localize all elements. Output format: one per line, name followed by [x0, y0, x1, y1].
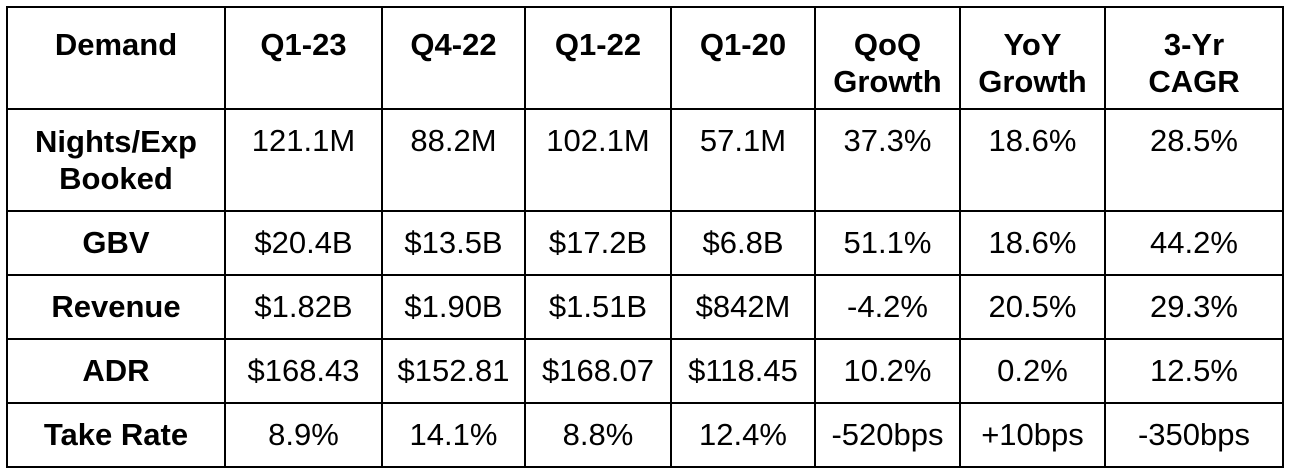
table-cell: $1.51B [524, 274, 672, 340]
table-cell: -520bps [814, 402, 961, 468]
table-container: Demand Q1-23 Q4-22 Q1-22 Q1-20 QoQ Growt… [6, 6, 1284, 468]
table-cell: $17.2B [524, 210, 672, 276]
table-cell: 18.6% [959, 108, 1106, 212]
table-cell: 10.2% [814, 338, 961, 404]
table-cell: 12.5% [1104, 338, 1284, 404]
table-row-nights-exp-booked: Nights/Exp Booked 121.1M 88.2M 102.1M 57… [6, 108, 1284, 212]
row-label-revenue: Revenue [6, 274, 226, 340]
table-cell: 102.1M [524, 108, 672, 212]
header-q1-23: Q1-23 [224, 6, 383, 110]
header-q4-22: Q4-22 [381, 6, 526, 110]
header-q1-20: Q1-20 [670, 6, 816, 110]
table-cell: 29.3% [1104, 274, 1284, 340]
table-cell: $168.07 [524, 338, 672, 404]
header-yoy-growth-line1: YoY [1003, 27, 1062, 62]
table-cell: 8.8% [524, 402, 672, 468]
table-cell: $152.81 [381, 338, 526, 404]
header-row: Demand Q1-23 Q4-22 Q1-22 Q1-20 QoQ Growt… [6, 6, 1284, 110]
table-row-adr: ADR $168.43 $152.81 $168.07 $118.45 10.2… [6, 338, 1284, 404]
row-label-line1: Nights/Exp [35, 123, 197, 159]
table-cell: 12.4% [670, 402, 816, 468]
table-cell: $13.5B [381, 210, 526, 276]
header-q1-22: Q1-22 [524, 6, 672, 110]
table-cell: 8.9% [224, 402, 383, 468]
header-qoq-growth-line1: QoQ [853, 27, 922, 62]
header-3yr-cagr-line1: 3-Yr [1163, 27, 1225, 62]
table-cell: 44.2% [1104, 210, 1284, 276]
row-label-adr: ADR [6, 338, 226, 404]
table-cell: $1.90B [381, 274, 526, 340]
table-cell: $842M [670, 274, 816, 340]
table-cell: 14.1% [381, 402, 526, 468]
table-cell: $6.8B [670, 210, 816, 276]
table-cell: 18.6% [959, 210, 1106, 276]
header-qoq-growth-line2: Growth [833, 64, 942, 100]
row-label-take-rate: Take Rate [6, 402, 226, 468]
table-cell: $20.4B [224, 210, 383, 276]
table-row-revenue: Revenue $1.82B $1.90B $1.51B $842M -4.2%… [6, 274, 1284, 340]
table-cell: -350bps [1104, 402, 1284, 468]
table-cell: 20.5% [959, 274, 1106, 340]
header-yoy-growth: YoY Growth [959, 6, 1106, 110]
table-cell: 37.3% [814, 108, 961, 212]
table-cell: 28.5% [1104, 108, 1284, 212]
row-label-nights-exp-booked: Nights/Exp Booked [6, 108, 226, 212]
header-demand: Demand [6, 6, 226, 110]
row-label-gbv: GBV [6, 210, 226, 276]
table-cell: $1.82B [224, 274, 383, 340]
header-yoy-growth-line2: Growth [978, 64, 1087, 100]
demand-metrics-table: Demand Q1-23 Q4-22 Q1-22 Q1-20 QoQ Growt… [6, 6, 1284, 468]
table-row-gbv: GBV $20.4B $13.5B $17.2B $6.8B 51.1% 18.… [6, 210, 1284, 276]
header-3yr-cagr-line2: CAGR [1148, 64, 1240, 100]
table-cell: 51.1% [814, 210, 961, 276]
table-cell: 121.1M [224, 108, 383, 212]
header-qoq-growth: QoQ Growth [814, 6, 961, 110]
row-label-line2: Booked [59, 161, 173, 196]
table-cell: 0.2% [959, 338, 1106, 404]
table-cell: 57.1M [670, 108, 816, 212]
table-cell: $168.43 [224, 338, 383, 404]
table-cell: +10bps [959, 402, 1106, 468]
table-cell: $118.45 [670, 338, 816, 404]
table-row-take-rate: Take Rate 8.9% 14.1% 8.8% 12.4% -520bps … [6, 402, 1284, 468]
header-3yr-cagr: 3-Yr CAGR [1104, 6, 1284, 110]
table-cell: -4.2% [814, 274, 961, 340]
table-cell: 88.2M [381, 108, 526, 212]
